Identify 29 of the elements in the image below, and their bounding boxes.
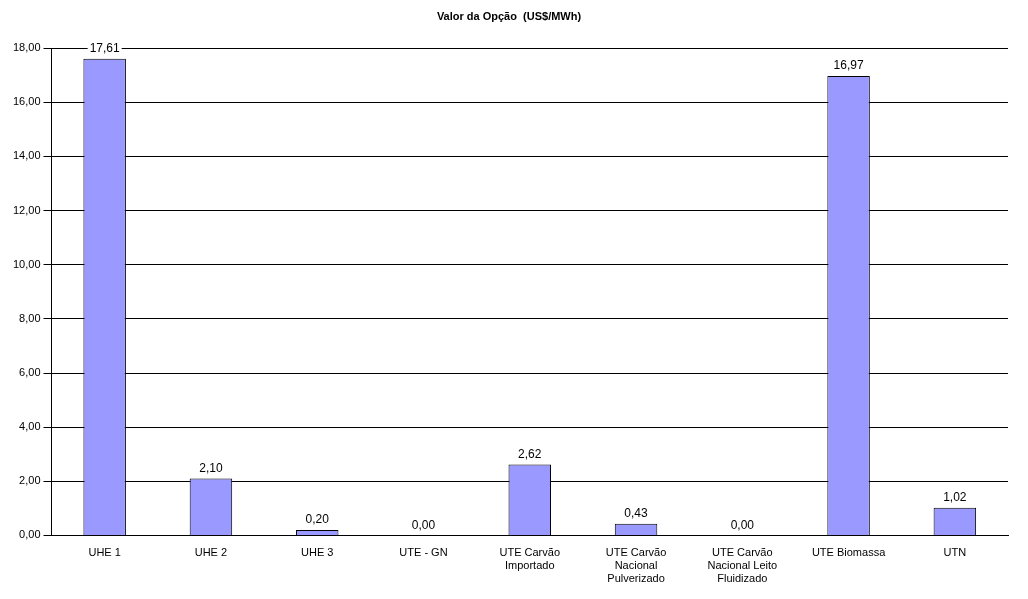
y-tick-label: 4,00	[19, 420, 41, 433]
x-tick-label: UHE 3	[301, 546, 334, 559]
data-label: 0,43	[624, 506, 649, 521]
data-label: 0,00	[411, 517, 436, 532]
x-tick-label: UTE - GN	[399, 546, 448, 559]
x-tick-label: UTN	[943, 546, 967, 559]
y-tick-label: 8,00	[19, 311, 41, 324]
x-tick-label: UTE Carvão Importado	[499, 546, 561, 572]
y-tick-label: 10,00	[13, 257, 41, 270]
y-tick-label: 16,00	[13, 95, 41, 108]
x-tick-label: UTE Biomassa	[811, 546, 887, 559]
data-label: 0,20	[305, 512, 330, 527]
chart-title: Valor da Opção (US$/MWh)	[436, 9, 582, 22]
data-label: 16,97	[833, 58, 864, 73]
x-tick-label: UTE Carvão Nacional Pulverizado	[605, 546, 667, 585]
x-tick-label: UHE 2	[194, 546, 228, 559]
data-label: 17,61	[89, 41, 120, 56]
data-label: 0,00	[730, 517, 755, 532]
x-tick-label: UTE Carvão Nacional Leito Fluidizado	[707, 546, 778, 585]
x-tick-label: UHE 1	[88, 546, 121, 559]
y-tick-label: 6,00	[19, 366, 41, 379]
y-tick-label: 0,00	[19, 528, 41, 541]
y-tick-label: 12,00	[13, 203, 41, 216]
y-tick-label: 18,00	[13, 41, 41, 54]
y-tick-label: 2,00	[19, 474, 41, 487]
data-label: 2,62	[518, 446, 542, 461]
y-tick-label: 14,00	[13, 149, 41, 162]
data-label: 2,10	[199, 460, 223, 475]
data-label: 1,02	[943, 490, 967, 505]
